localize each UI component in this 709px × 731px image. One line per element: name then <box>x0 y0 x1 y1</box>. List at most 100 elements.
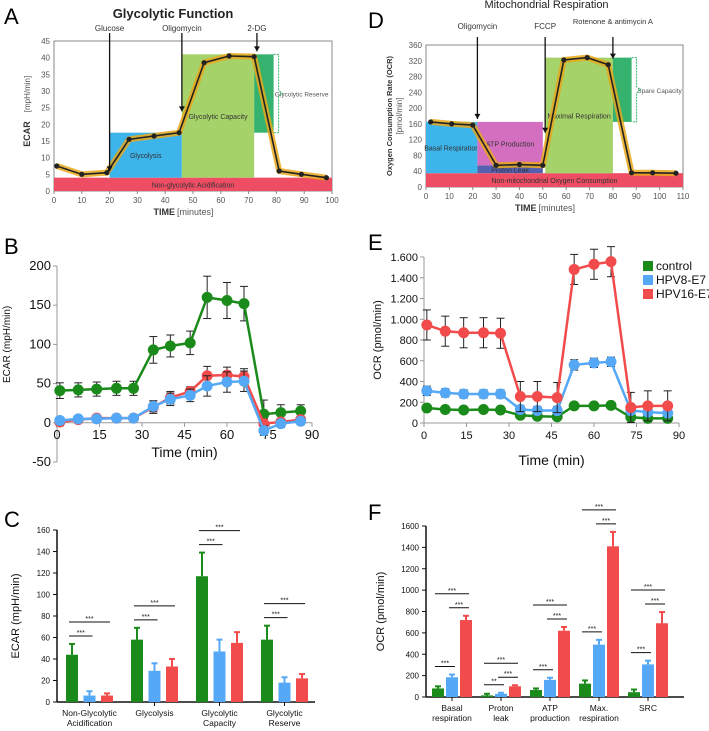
data-point <box>323 175 330 181</box>
series-hpv8-e7 <box>54 370 307 437</box>
bar <box>131 639 143 702</box>
significance-label: *** <box>207 539 215 546</box>
data-point <box>478 404 489 416</box>
y-axis-label: OCR (pmol/min) <box>372 300 384 379</box>
bar <box>261 639 273 702</box>
x-tick-label: 60 <box>588 430 600 442</box>
data-point <box>104 170 110 176</box>
x-tick-label: 50 <box>189 196 198 205</box>
x-axis-label: Time (min) <box>151 444 217 460</box>
data-point <box>275 418 287 430</box>
bar <box>296 678 308 702</box>
injection-label: FCCP <box>534 22 556 31</box>
data-point <box>673 170 679 176</box>
x-tick-label: 15 <box>460 430 472 442</box>
data-point <box>54 414 66 426</box>
x-tick-label: 0 <box>421 430 427 442</box>
injection-label: Oligomycin <box>458 22 498 31</box>
data-point <box>662 400 674 412</box>
data-point <box>221 376 233 388</box>
bar <box>607 546 619 697</box>
data-point <box>238 375 250 387</box>
significance-label: *** <box>497 657 505 664</box>
significance-label: *** <box>77 630 85 637</box>
data-point <box>295 405 307 417</box>
significance-label: *** <box>644 584 652 591</box>
legend-swatch <box>643 289 653 299</box>
data-point <box>201 291 213 303</box>
data-point <box>493 162 499 168</box>
data-point <box>91 383 103 395</box>
data-point <box>201 380 213 392</box>
data-point <box>458 404 470 416</box>
bar <box>432 688 444 697</box>
bar-group: Glycolytic Capacity ****** <box>196 525 243 728</box>
data-point <box>72 384 84 396</box>
x-tick-label: 0 <box>53 427 60 442</box>
bar <box>593 644 605 697</box>
significance-label: *** <box>142 614 150 621</box>
region-label: Proton Leak <box>491 167 529 174</box>
x-tick-label: 30 <box>503 430 515 442</box>
bar <box>460 620 472 697</box>
x-tick-label: 90 <box>300 196 309 205</box>
y-tick-label: 40 <box>41 655 50 664</box>
category-label: Glycolytic Reserve <box>266 708 303 728</box>
data-point <box>184 337 196 349</box>
y-tick-label: 1000 <box>401 586 419 595</box>
y-tick-label: -50 <box>32 454 51 469</box>
x-tick-label: 90 <box>632 192 641 201</box>
y-tick-label: 140 <box>37 548 51 557</box>
data-point <box>584 55 590 61</box>
bar <box>101 695 113 702</box>
data-point <box>551 392 563 404</box>
y-axis-label: [mpH/min] <box>23 76 32 112</box>
arrowhead-icon <box>609 53 616 59</box>
data-point <box>295 415 307 427</box>
arrowhead-icon <box>106 166 113 172</box>
bar-group: Basal respiration *** *** *** <box>432 588 472 723</box>
y-tick-label: 1200 <box>401 565 419 574</box>
significance-label: *** <box>280 598 288 605</box>
region-label: Maximal Respiration <box>547 113 611 120</box>
panel-d-mito-respiration: Mitochondrial Respiration Non-mitochondri… <box>385 0 690 213</box>
data-point <box>164 340 176 352</box>
data-point <box>642 400 654 412</box>
x-tick-label: 0 <box>52 196 57 205</box>
series-hpv16-e7 <box>421 246 674 423</box>
bar <box>509 686 521 697</box>
data-point <box>111 382 122 394</box>
y-axis-label-bold: Oxygen Consumption Rate (OCR) <box>385 56 394 177</box>
data-point <box>251 54 257 60</box>
data-point <box>625 401 637 413</box>
y-tick-label: 0 <box>412 418 418 430</box>
data-point <box>151 133 157 139</box>
region-label: Glycolytic Reserve <box>275 92 329 99</box>
x-axis-label: [minutes] <box>177 207 214 217</box>
x-tick-label: 10 <box>77 196 86 205</box>
significance-label: *** <box>546 599 554 606</box>
data-point <box>176 130 182 136</box>
y-axis-label-bold: ECAR <box>22 121 32 147</box>
y-tick-label: 600 <box>406 629 420 638</box>
series-line <box>430 56 677 174</box>
category-label: SRC <box>639 703 657 713</box>
x-tick-label: 90 <box>305 427 319 442</box>
bar-group: Glycolysis ****** <box>131 600 178 718</box>
y-tick-label: 120 <box>37 569 51 578</box>
series-control <box>54 275 307 429</box>
x-tick-label: 60 <box>220 427 234 442</box>
region-label: Non-glycolytic Acidification <box>152 182 235 189</box>
panel-c-ecar-bars: 0 20 40 60 80 100 120 140 160 ECAR (mpH/min) Non-G… <box>10 525 315 728</box>
x-tick-label: 80 <box>272 196 281 205</box>
x-tick-label: 45 <box>545 430 557 442</box>
region-label: Glycolytic Capacity <box>188 114 248 121</box>
data-point <box>495 327 506 339</box>
data-point <box>91 413 103 425</box>
data-point <box>568 400 580 412</box>
data-point <box>201 60 207 66</box>
x-tick-label: 30 <box>135 427 149 442</box>
significance-label: *** <box>504 671 512 678</box>
